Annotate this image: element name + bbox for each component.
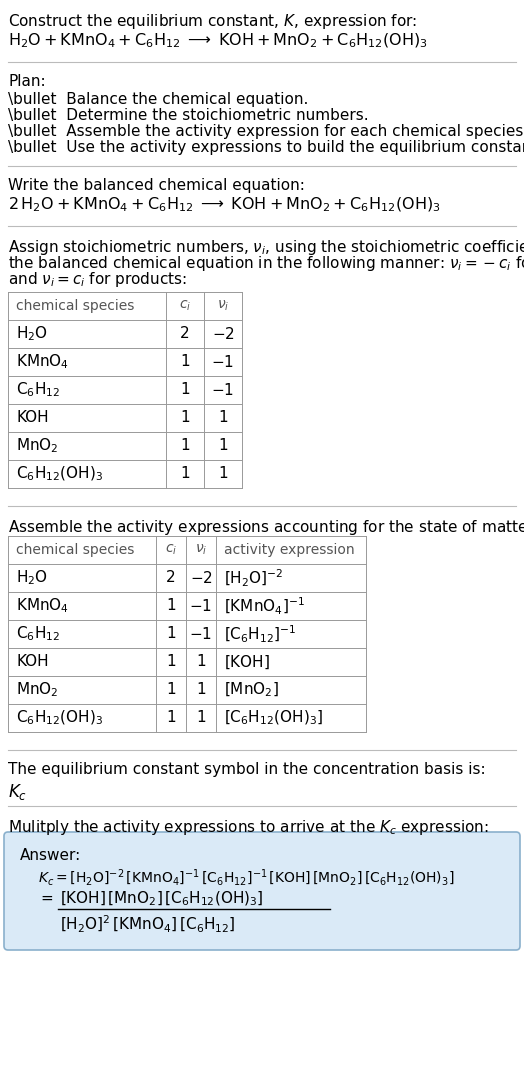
Text: 2: 2: [180, 326, 190, 341]
Text: $[\mathrm{H_2O}]^{2}\,[\mathrm{KMnO_4}]\,[\mathrm{C_6H_{12}}]$: $[\mathrm{H_2O}]^{2}\,[\mathrm{KMnO_4}]\…: [60, 914, 236, 935]
Text: $-2$: $-2$: [190, 570, 212, 586]
Text: $[\mathrm{MnO_2}]$: $[\mathrm{MnO_2}]$: [224, 681, 279, 699]
Text: $\mathrm{KMnO_4}$: $\mathrm{KMnO_4}$: [16, 352, 69, 371]
Text: $\mathrm{C_6H_{12}(OH)_3}$: $\mathrm{C_6H_{12}(OH)_3}$: [16, 709, 103, 728]
Text: Assemble the activity expressions accounting for the state of matter and $\nu_i$: Assemble the activity expressions accoun…: [8, 518, 524, 537]
Text: $\mathrm{H_2O}$: $\mathrm{H_2O}$: [16, 325, 48, 344]
Text: chemical species: chemical species: [16, 299, 134, 313]
Text: 1: 1: [218, 439, 228, 454]
Text: KOH: KOH: [16, 410, 49, 425]
Text: $[\mathrm{H_2O}]^{-2}$: $[\mathrm{H_2O}]^{-2}$: [224, 567, 283, 588]
Text: Construct the equilibrium constant, $K$, expression for:: Construct the equilibrium constant, $K$,…: [8, 12, 417, 31]
Text: $\mathrm{MnO_2}$: $\mathrm{MnO_2}$: [16, 436, 59, 455]
Text: $[\mathrm{C_6H_{12}(OH)_3}]$: $[\mathrm{C_6H_{12}(OH)_3}]$: [224, 709, 323, 728]
Text: 1: 1: [196, 655, 206, 670]
Text: 1: 1: [180, 355, 190, 370]
Text: Plan:: Plan:: [8, 74, 46, 89]
Text: $[\mathrm{C_6H_{12}}]^{-1}$: $[\mathrm{C_6H_{12}}]^{-1}$: [224, 623, 297, 645]
Text: $\mathrm{C_6H_{12}}$: $\mathrm{C_6H_{12}}$: [16, 625, 60, 644]
Text: 1: 1: [180, 467, 190, 481]
Text: $= $: $= $: [38, 890, 54, 906]
Text: $\nu_i$: $\nu_i$: [195, 543, 207, 558]
Text: the balanced chemical equation in the following manner: $\nu_i = -c_i$ for react: the balanced chemical equation in the fo…: [8, 254, 524, 273]
Text: $-2$: $-2$: [212, 326, 234, 341]
Text: 1: 1: [218, 410, 228, 425]
Text: Answer:: Answer:: [20, 848, 81, 863]
Text: 1: 1: [166, 655, 176, 670]
Text: Assign stoichiometric numbers, $\nu_i$, using the stoichiometric coefficients, $: Assign stoichiometric numbers, $\nu_i$, …: [8, 238, 524, 257]
Text: Mulitply the activity expressions to arrive at the $K_c$ expression:: Mulitply the activity expressions to arr…: [8, 818, 489, 837]
Text: $\mathrm{H_2O + KMnO_4 + C_6H_{12} \;\longrightarrow\; KOH + MnO_2 + C_6H_{12}(O: $\mathrm{H_2O + KMnO_4 + C_6H_{12} \;\lo…: [8, 32, 428, 50]
Text: $-1$: $-1$: [190, 598, 213, 614]
Text: $\mathrm{C_6H_{12}}$: $\mathrm{C_6H_{12}}$: [16, 381, 60, 399]
Text: $K_c$: $K_c$: [8, 782, 27, 802]
Text: $c_i$: $c_i$: [179, 299, 191, 313]
Text: $c_i$: $c_i$: [165, 543, 177, 558]
Text: 1: 1: [196, 710, 206, 726]
Text: 1: 1: [180, 383, 190, 397]
Text: $\mathrm{2\, H_2O + KMnO_4 + C_6H_{12} \;\longrightarrow\; KOH + MnO_2 + C_6H_{1: $\mathrm{2\, H_2O + KMnO_4 + C_6H_{12} \…: [8, 196, 441, 215]
Text: $K_c = [\mathrm{H_2O}]^{-2}\,[\mathrm{KMnO_4}]^{-1}\,[\mathrm{C_6H_{12}}]^{-1}\,: $K_c = [\mathrm{H_2O}]^{-2}\,[\mathrm{KM…: [38, 868, 454, 888]
Text: 1: 1: [180, 439, 190, 454]
Text: $\mathrm{MnO_2}$: $\mathrm{MnO_2}$: [16, 681, 59, 699]
Text: Write the balanced chemical equation:: Write the balanced chemical equation:: [8, 178, 305, 193]
Text: \bullet  Determine the stoichiometric numbers.: \bullet Determine the stoichiometric num…: [8, 108, 368, 123]
Text: \bullet  Assemble the activity expression for each chemical species.: \bullet Assemble the activity expression…: [8, 124, 524, 139]
Text: 1: 1: [166, 683, 176, 697]
Text: $-1$: $-1$: [190, 626, 213, 642]
Text: \bullet  Use the activity expressions to build the equilibrium constant expressi: \bullet Use the activity expressions to …: [8, 140, 524, 155]
Text: KOH: KOH: [16, 655, 49, 670]
Text: chemical species: chemical species: [16, 543, 134, 558]
Text: The equilibrium constant symbol in the concentration basis is:: The equilibrium constant symbol in the c…: [8, 762, 486, 777]
Text: 2: 2: [166, 571, 176, 586]
Text: 1: 1: [196, 683, 206, 697]
Text: 1: 1: [218, 467, 228, 481]
Text: 1: 1: [166, 626, 176, 642]
Text: activity expression: activity expression: [224, 543, 355, 558]
Text: $[\mathrm{KOH}]\,[\mathrm{MnO_2}]\,[\mathrm{C_6H_{12}(OH)_3}]$: $[\mathrm{KOH}]\,[\mathrm{MnO_2}]\,[\mat…: [60, 890, 264, 909]
Text: \bullet  Balance the chemical equation.: \bullet Balance the chemical equation.: [8, 92, 309, 107]
Text: $\nu_i$: $\nu_i$: [217, 299, 229, 313]
Text: $[\mathrm{KOH}]$: $[\mathrm{KOH}]$: [224, 654, 270, 671]
Text: 1: 1: [166, 599, 176, 613]
Text: 1: 1: [166, 710, 176, 726]
Text: and $\nu_i = c_i$ for products:: and $\nu_i = c_i$ for products:: [8, 269, 187, 289]
Text: 1: 1: [180, 410, 190, 425]
Text: $\mathrm{H_2O}$: $\mathrm{H_2O}$: [16, 568, 48, 587]
Text: $-1$: $-1$: [212, 382, 235, 398]
Text: $[\mathrm{KMnO_4}]^{-1}$: $[\mathrm{KMnO_4}]^{-1}$: [224, 596, 305, 616]
Text: $\mathrm{KMnO_4}$: $\mathrm{KMnO_4}$: [16, 597, 69, 615]
FancyBboxPatch shape: [4, 832, 520, 950]
Text: $\mathrm{C_6H_{12}(OH)_3}$: $\mathrm{C_6H_{12}(OH)_3}$: [16, 465, 103, 483]
Text: $-1$: $-1$: [212, 353, 235, 370]
